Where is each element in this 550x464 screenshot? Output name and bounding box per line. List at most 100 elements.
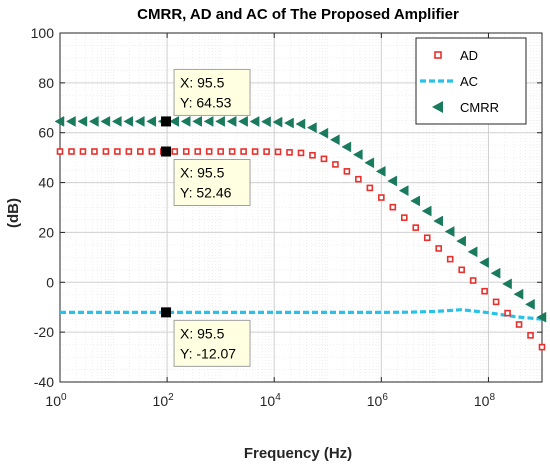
series-ad-marker [114,148,121,155]
x-tick-label: 108 [474,392,496,409]
series-ad-marker [91,148,98,155]
series-ad-marker [458,266,465,274]
series-ad-marker [332,161,339,168]
series-cmrr-marker [295,118,306,130]
legend-label-cmrr: CMRR [460,100,499,115]
series-cmrr-marker [352,149,363,161]
series-cmrr-marker [261,116,271,128]
series-cmrr-marker [433,215,443,227]
datatip-marker [161,146,172,157]
series-ad-marker [297,149,305,157]
series-cmrr-marker [284,117,294,129]
y-tick-label: 20 [38,224,54,240]
series-ad-marker [320,155,328,163]
series-ad-marker [538,343,546,351]
series-cmrr-marker [467,246,478,258]
datatip-x-text: X: 95.5 [180,74,225,90]
series-ad-marker [56,148,64,155]
series-ad-marker [343,168,351,175]
plot-area: -40 -20 0 20 40 60 80 100 100 102 104 106 108 X: 95.5… [31,25,547,409]
series-ad-marker [504,309,511,317]
y-axis-title: (dB) [5,198,22,228]
series-cmrr-marker [134,115,145,127]
datatip-y-text: Y: -12.07 [180,345,236,361]
series-cmrr-marker [65,115,76,127]
series-ad-marker [515,321,523,328]
series-cmrr-marker [77,115,88,127]
legend-label-ad: AD [460,48,478,63]
series-ad-marker [309,151,316,159]
series-cmrr-marker [180,115,191,127]
series-cmrr-marker [444,226,455,237]
series-cmrr-marker [375,165,386,177]
series-cmrr-marker [456,235,466,247]
x-tick-label: 104 [260,392,282,409]
series-ad-marker [263,148,270,155]
series-cmrr-marker [249,116,260,127]
series-ad-marker [79,148,87,155]
series-ad-marker [492,298,500,306]
datatip-y-text: Y: 64.53 [180,94,232,110]
series-ad-marker [286,149,293,156]
series-ad-marker [423,234,431,242]
series-cmrr-marker [226,115,237,127]
legend-cmrr-symbol [432,101,443,113]
series-ad-marker [527,332,534,339]
series-cmrr-marker [146,115,157,127]
y-tick-label: 100 [31,25,55,41]
legend-label-ac: AC [460,74,478,89]
datatip-box [173,319,251,367]
series-cmrr-marker [318,127,329,139]
series-cmrr-marker [215,115,225,127]
x-tick-label: 106 [367,392,389,409]
x-axis-title: Frequency (Hz) [244,445,352,462]
series-ad-marker [194,148,202,155]
series-cmrr-marker [100,115,111,127]
series-cmrr-marker [490,267,501,279]
series-ad-marker [412,224,420,231]
series-ad-marker [378,194,385,201]
series-ad-marker [125,148,133,155]
datatip-marker [161,116,172,127]
y-tick-label: -40 [34,374,54,390]
series-ad-marker [171,148,179,155]
series-cmrr-marker [329,134,340,146]
series-cmrr-marker [111,115,122,127]
y-tick-label: 0 [46,274,54,290]
y-tick-label: 80 [38,75,54,91]
series-ad-marker [68,148,75,155]
series-cmrr-marker [513,288,524,300]
y-tick-label: -20 [34,324,54,340]
series-ad-marker [435,245,443,252]
series-cmrr-marker [398,185,409,197]
datatip-y-text: Y: 52.46 [180,185,232,201]
series-cmrr-marker [536,311,547,323]
series-cmrr-marker [272,116,283,128]
series-ad-marker [481,287,488,295]
series-ad-marker [400,214,408,221]
series-cmrr-marker [421,205,432,217]
series-cmrr-marker [238,115,248,127]
series-cmrr-marker [525,298,535,310]
datatip-marker [161,307,172,318]
series-ad-marker [355,175,362,183]
datatip-x-text: X: 95.5 [180,325,225,341]
y-tick-label: 40 [38,175,54,191]
series-ad-marker [205,148,213,155]
series-ad-marker [228,148,236,155]
series-ad-marker [102,148,110,155]
series-ad-marker [182,148,190,155]
series-cmrr-marker [306,122,317,134]
series-ad-marker [274,148,282,156]
x-tick-label: 102 [153,392,175,409]
series-cmrr-marker [341,141,352,153]
series-cmrr-marker [410,195,421,207]
series-ad-marker [217,148,224,155]
series-cmrr-marker [54,115,65,127]
series-cmrr-marker [192,115,202,127]
series-cmrr-marker [203,115,214,127]
series-ad-marker [137,148,144,155]
datatip-box [173,68,251,116]
series-ad-marker [240,148,247,155]
